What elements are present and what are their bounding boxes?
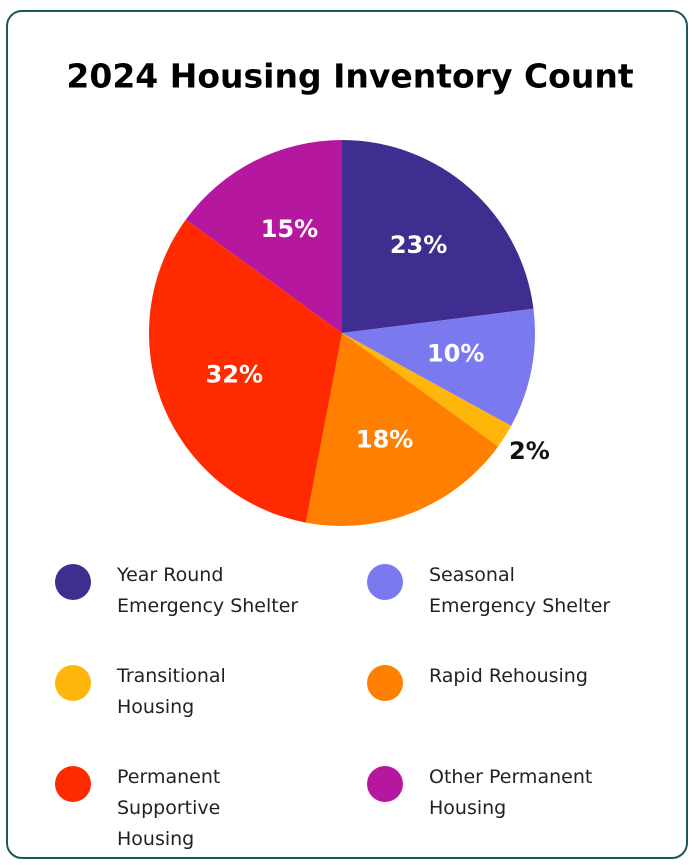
legend-label: Rapid Rehousing <box>429 665 588 687</box>
pie-slice <box>305 333 499 526</box>
legend-label: Transitional Housing <box>117 665 226 718</box>
pie-slice <box>342 333 512 447</box>
pie-slice <box>185 140 342 333</box>
data-label: 32% <box>206 361 263 389</box>
card <box>6 10 688 859</box>
chart-title: 2024 Housing Inventory Count <box>66 57 633 96</box>
data-label: 18% <box>356 426 413 454</box>
legend-label: Other Permanent Housing <box>429 766 593 819</box>
data-label: 15% <box>261 215 318 243</box>
legend-swatch <box>367 665 403 701</box>
legend-swatch <box>367 564 403 600</box>
data-label: 2% <box>509 437 550 465</box>
legend-swatch <box>367 766 403 802</box>
pie-slice <box>148 219 342 523</box>
legend-swatch <box>55 564 91 600</box>
legend-swatch <box>55 665 91 701</box>
legend-swatch <box>55 766 91 802</box>
legend-label: Permanent Supportive Housing <box>117 766 221 850</box>
legend-label: Seasonal Emergency Shelter <box>429 564 611 617</box>
pie-slice <box>342 308 535 426</box>
chart: 2024 Housing Inventory Count 23% 10% 2% 18%… <box>66 57 634 526</box>
data-label: 10% <box>427 340 484 368</box>
data-label: 23% <box>390 231 447 259</box>
pie-slice <box>342 140 534 333</box>
legend-label: Year Round Emergency Shelter <box>117 564 299 617</box>
